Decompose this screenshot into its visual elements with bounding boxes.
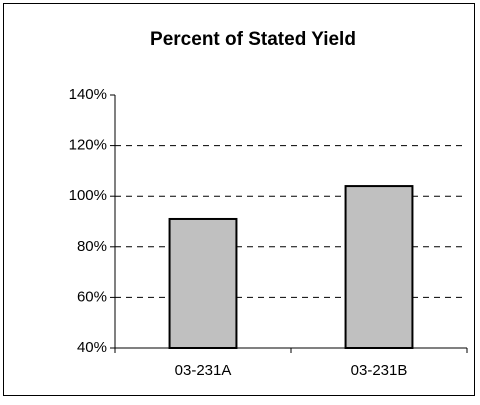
- y-tick-label: 80%: [77, 238, 107, 255]
- x-tick-label: 03-231B: [351, 362, 408, 379]
- x-tick-label: 03-231A: [175, 362, 232, 379]
- bar: [344, 185, 414, 349]
- y-tick-label: 120%: [69, 137, 107, 154]
- y-tick-label: 40%: [77, 339, 107, 356]
- bar: [168, 217, 238, 349]
- y-tick-label: 140%: [69, 86, 107, 103]
- chart-title: Percent of Stated Yield: [150, 29, 356, 50]
- y-tick-label: 60%: [77, 288, 107, 305]
- y-tick-label: 100%: [69, 187, 107, 204]
